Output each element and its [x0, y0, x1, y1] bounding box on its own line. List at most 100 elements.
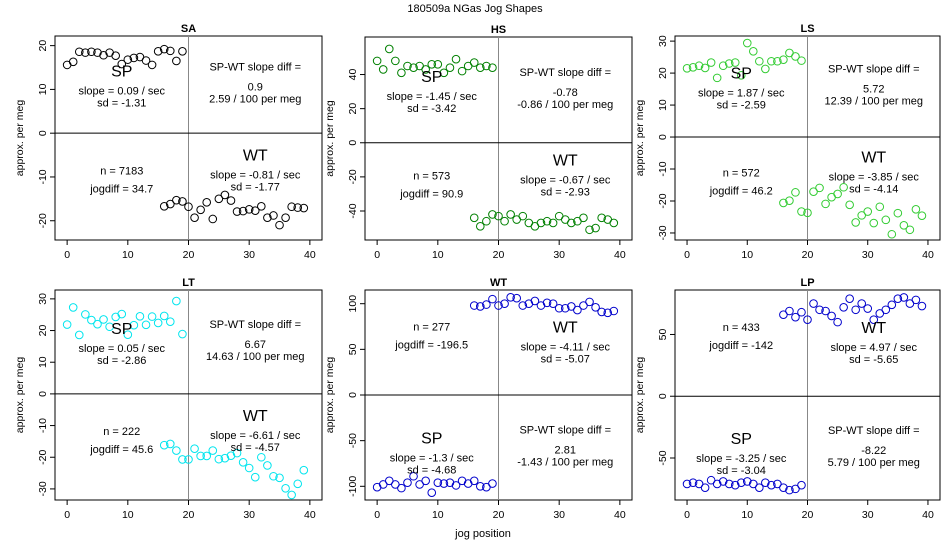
y-tick-label: -20 [37, 213, 49, 228]
sp-sd: sd = -1.31 [97, 98, 146, 110]
slope-diff-title: SP-WT slope diff = [519, 67, 611, 79]
wt-point [226, 451, 236, 460]
x-tick-label: 10 [432, 249, 444, 261]
y-tick-label: 0 [657, 134, 669, 140]
y-tick-label: 0 [37, 130, 49, 136]
wt-point [257, 201, 266, 211]
sp-point [730, 480, 740, 490]
sp-point [147, 60, 157, 70]
figure-xlabel: jog position [454, 528, 511, 540]
sp-point [773, 56, 782, 66]
panel-title: WT [490, 277, 507, 289]
sp-point [159, 44, 169, 54]
wt-point [172, 446, 181, 455]
y-tick-label: 10 [37, 83, 49, 95]
wt-point [530, 296, 540, 306]
sp-sd: sd = -2.86 [97, 355, 146, 367]
x-tick-label: 40 [614, 509, 626, 521]
y-tick-label: -20 [657, 193, 669, 208]
sp-point [682, 63, 692, 73]
wt-point [190, 444, 199, 453]
y-tick-label: 20 [347, 103, 359, 115]
sp-sd: sd = -4.68 [407, 465, 456, 477]
wt-point [573, 305, 582, 315]
y-axis-label: approx. per meg [14, 357, 26, 434]
sp-point [694, 479, 704, 489]
slope-diff-per-meg: -0.86 / 100 per meg [517, 99, 613, 111]
wt-point [238, 206, 248, 216]
wt-point [475, 302, 485, 311]
wt-point [172, 195, 181, 205]
sp-label: SP [731, 431, 752, 448]
sp-slope: slope = -1.3 / sec [390, 453, 475, 465]
wt-point [609, 306, 619, 316]
wt-point [881, 305, 891, 315]
wt-point [293, 203, 303, 212]
wt-label: WT [243, 148, 268, 165]
x-tick-label: 40 [304, 509, 316, 521]
y-axis-label: approx. per meg [14, 100, 26, 177]
wt-point [779, 198, 788, 208]
wt-point [554, 303, 564, 313]
wt-point [585, 297, 594, 307]
sp-point [779, 55, 788, 64]
sp-point [730, 58, 740, 67]
wt-point [202, 451, 212, 461]
wt-point [881, 215, 891, 225]
x-tick-label: 40 [614, 249, 626, 261]
wt-point [791, 312, 800, 322]
wt-point [839, 302, 848, 312]
wt-point [263, 213, 272, 222]
sp-point [469, 476, 479, 486]
sp-point [761, 64, 770, 74]
x-tick-label: 10 [741, 249, 753, 261]
wt-point [482, 216, 491, 226]
wt-point [785, 196, 794, 205]
wt-point [917, 301, 927, 311]
sp-point [372, 56, 382, 66]
wt-point [238, 458, 248, 467]
sp-point [403, 478, 412, 487]
x-tick-label: 30 [862, 249, 874, 261]
x-tick-label: 40 [304, 249, 316, 261]
sp-point [439, 68, 449, 78]
x-tick-label: 20 [802, 509, 814, 521]
wt-point [184, 202, 193, 212]
wt-point [887, 229, 897, 239]
sp-sd: sd = -3.42 [407, 103, 456, 115]
wt-sd: sd = -5.65 [849, 354, 898, 366]
jogdiff-label: jogdiff = 34.7 [89, 184, 153, 196]
sp-point [433, 478, 443, 487]
figure-title: 180509a NGas Jog Shapes [407, 3, 543, 15]
wt-slope: slope = 4.97 / sec [830, 342, 917, 354]
wt-sd: sd = -5.07 [541, 354, 590, 366]
sp-label: SP [111, 321, 132, 338]
wt-point [214, 194, 224, 204]
wt-point [911, 295, 921, 305]
wt-point [287, 202, 296, 212]
wt-point [791, 188, 800, 197]
x-tick-label: 20 [802, 249, 814, 261]
wt-point [287, 490, 296, 500]
wt-point [500, 216, 509, 226]
wt-point [257, 452, 266, 462]
jogdiff-label: jogdiff = 90.9 [399, 188, 463, 200]
jogdiff-label: jogdiff = -142 [708, 340, 773, 352]
wt-point [803, 315, 812, 324]
wt-point [178, 197, 187, 206]
panel-title: LT [182, 277, 195, 289]
y-tick-label: -50 [657, 450, 669, 465]
sp-point [409, 63, 418, 73]
wt-point [244, 205, 254, 214]
sp-label: SP [421, 431, 442, 448]
wt-point [250, 206, 260, 215]
wt-point [845, 294, 854, 303]
y-tick-label: 50 [657, 328, 669, 340]
y-tick-label: 50 [347, 343, 359, 355]
wt-point [518, 301, 528, 310]
x-tick-label: 20 [493, 249, 505, 261]
sp-point [755, 56, 764, 66]
y-tick-label: 10 [37, 356, 49, 368]
n-label: n = 7183 [100, 166, 143, 178]
